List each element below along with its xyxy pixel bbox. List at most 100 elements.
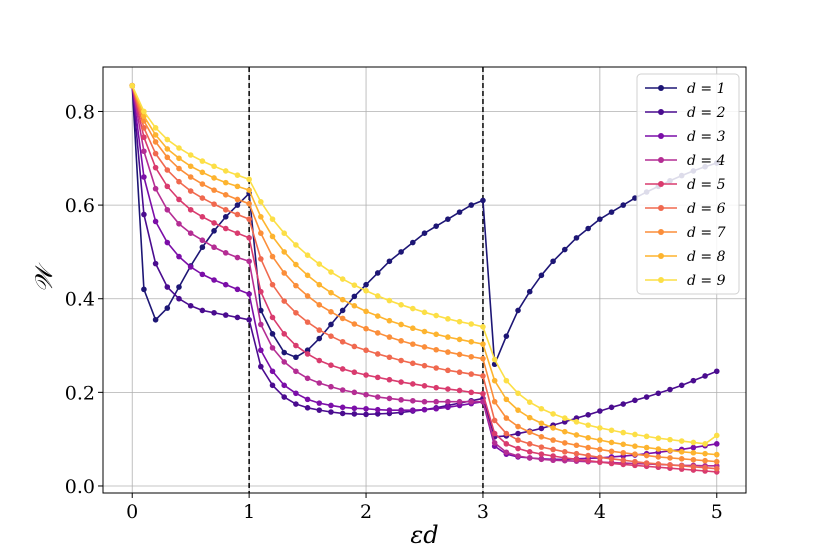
data-point <box>597 446 603 453</box>
data-point <box>211 277 217 283</box>
y-tick-label: 0.0 <box>65 476 95 498</box>
data-point <box>713 441 720 447</box>
data-point <box>643 394 650 400</box>
data-point <box>374 374 381 381</box>
data-point <box>597 425 603 431</box>
data-point <box>398 321 404 328</box>
data-point <box>620 461 627 468</box>
legend-label: d = 4 <box>687 153 726 169</box>
data-point <box>433 331 439 338</box>
data-point <box>246 176 252 183</box>
data-point <box>304 252 311 258</box>
data-point <box>339 404 346 411</box>
data-point <box>690 377 697 384</box>
data-point <box>269 345 276 351</box>
data-point <box>632 431 638 438</box>
data-point <box>538 425 545 432</box>
data-point <box>374 293 381 299</box>
data-point <box>258 199 264 205</box>
data-point <box>211 220 217 226</box>
legend-item: d = 4 <box>645 153 726 169</box>
data-point <box>573 456 580 463</box>
data-point <box>667 386 673 393</box>
data-point <box>678 382 685 389</box>
data-point <box>211 201 217 207</box>
data-point <box>304 293 311 299</box>
data-point <box>363 391 369 398</box>
data-point <box>491 440 498 446</box>
legend-marker <box>658 85 664 91</box>
data-point <box>398 338 404 344</box>
data-point <box>164 154 171 161</box>
data-point <box>713 465 720 472</box>
data-point <box>152 150 159 157</box>
data-point <box>328 269 334 275</box>
data-point <box>480 324 486 330</box>
data-point <box>421 383 428 389</box>
data-point <box>141 134 147 141</box>
data-point <box>176 155 182 162</box>
data-point <box>573 419 580 425</box>
data-point <box>164 206 171 213</box>
data-point <box>258 321 264 328</box>
data-point <box>398 379 404 385</box>
legend-item: d = 1 <box>645 81 726 97</box>
data-point <box>269 368 276 375</box>
data-point <box>515 390 521 397</box>
data-point <box>632 443 638 449</box>
legend-label: d = 9 <box>687 273 726 289</box>
series-5 <box>129 82 720 475</box>
data-point <box>550 457 556 464</box>
x-tick-label: 4 <box>594 501 606 523</box>
data-point <box>281 298 288 304</box>
data-point <box>316 335 323 342</box>
data-point <box>445 367 451 374</box>
data-point <box>316 407 323 413</box>
data-point <box>410 360 416 367</box>
data-point <box>503 441 510 447</box>
data-point <box>351 405 358 412</box>
legend-marker <box>658 133 664 139</box>
data-point <box>222 281 229 288</box>
legend-label: d = 2 <box>687 105 726 121</box>
data-point <box>632 451 638 457</box>
data-point <box>538 405 545 412</box>
data-point <box>480 355 486 362</box>
data-point <box>199 237 206 244</box>
data-point <box>234 183 241 190</box>
data-point <box>222 312 229 318</box>
data-point <box>398 357 404 364</box>
data-point <box>573 442 580 449</box>
data-point <box>351 321 358 327</box>
data-point <box>339 410 346 417</box>
data-point <box>328 402 334 409</box>
legend-marker <box>658 253 664 259</box>
data-point <box>538 444 545 450</box>
data-point <box>398 397 404 403</box>
data-point <box>293 261 299 268</box>
data-point <box>690 439 697 446</box>
data-point <box>561 455 568 461</box>
x-axis-label: εd <box>410 521 438 549</box>
data-point <box>456 209 463 215</box>
data-point <box>199 195 206 201</box>
data-point <box>503 396 510 403</box>
data-point <box>410 397 416 404</box>
data-point <box>643 460 650 466</box>
data-point <box>199 214 206 220</box>
data-point <box>585 434 591 441</box>
data-point <box>293 401 299 407</box>
data-point <box>713 458 720 465</box>
data-point <box>690 456 697 463</box>
data-point <box>246 200 252 207</box>
legend-label: d = 1 <box>687 81 726 97</box>
data-point <box>141 125 147 131</box>
data-point <box>141 211 147 218</box>
legend-label: d = 8 <box>687 249 726 265</box>
data-point <box>164 136 171 143</box>
legend-item: d = 2 <box>645 105 726 121</box>
data-point <box>421 309 428 316</box>
data-point <box>480 341 486 347</box>
legend: d = 1 d = 2 d = 3 d = 4 d = 5 d = 6 d = 7 d = 8… <box>636 73 740 295</box>
data-point <box>176 295 182 302</box>
